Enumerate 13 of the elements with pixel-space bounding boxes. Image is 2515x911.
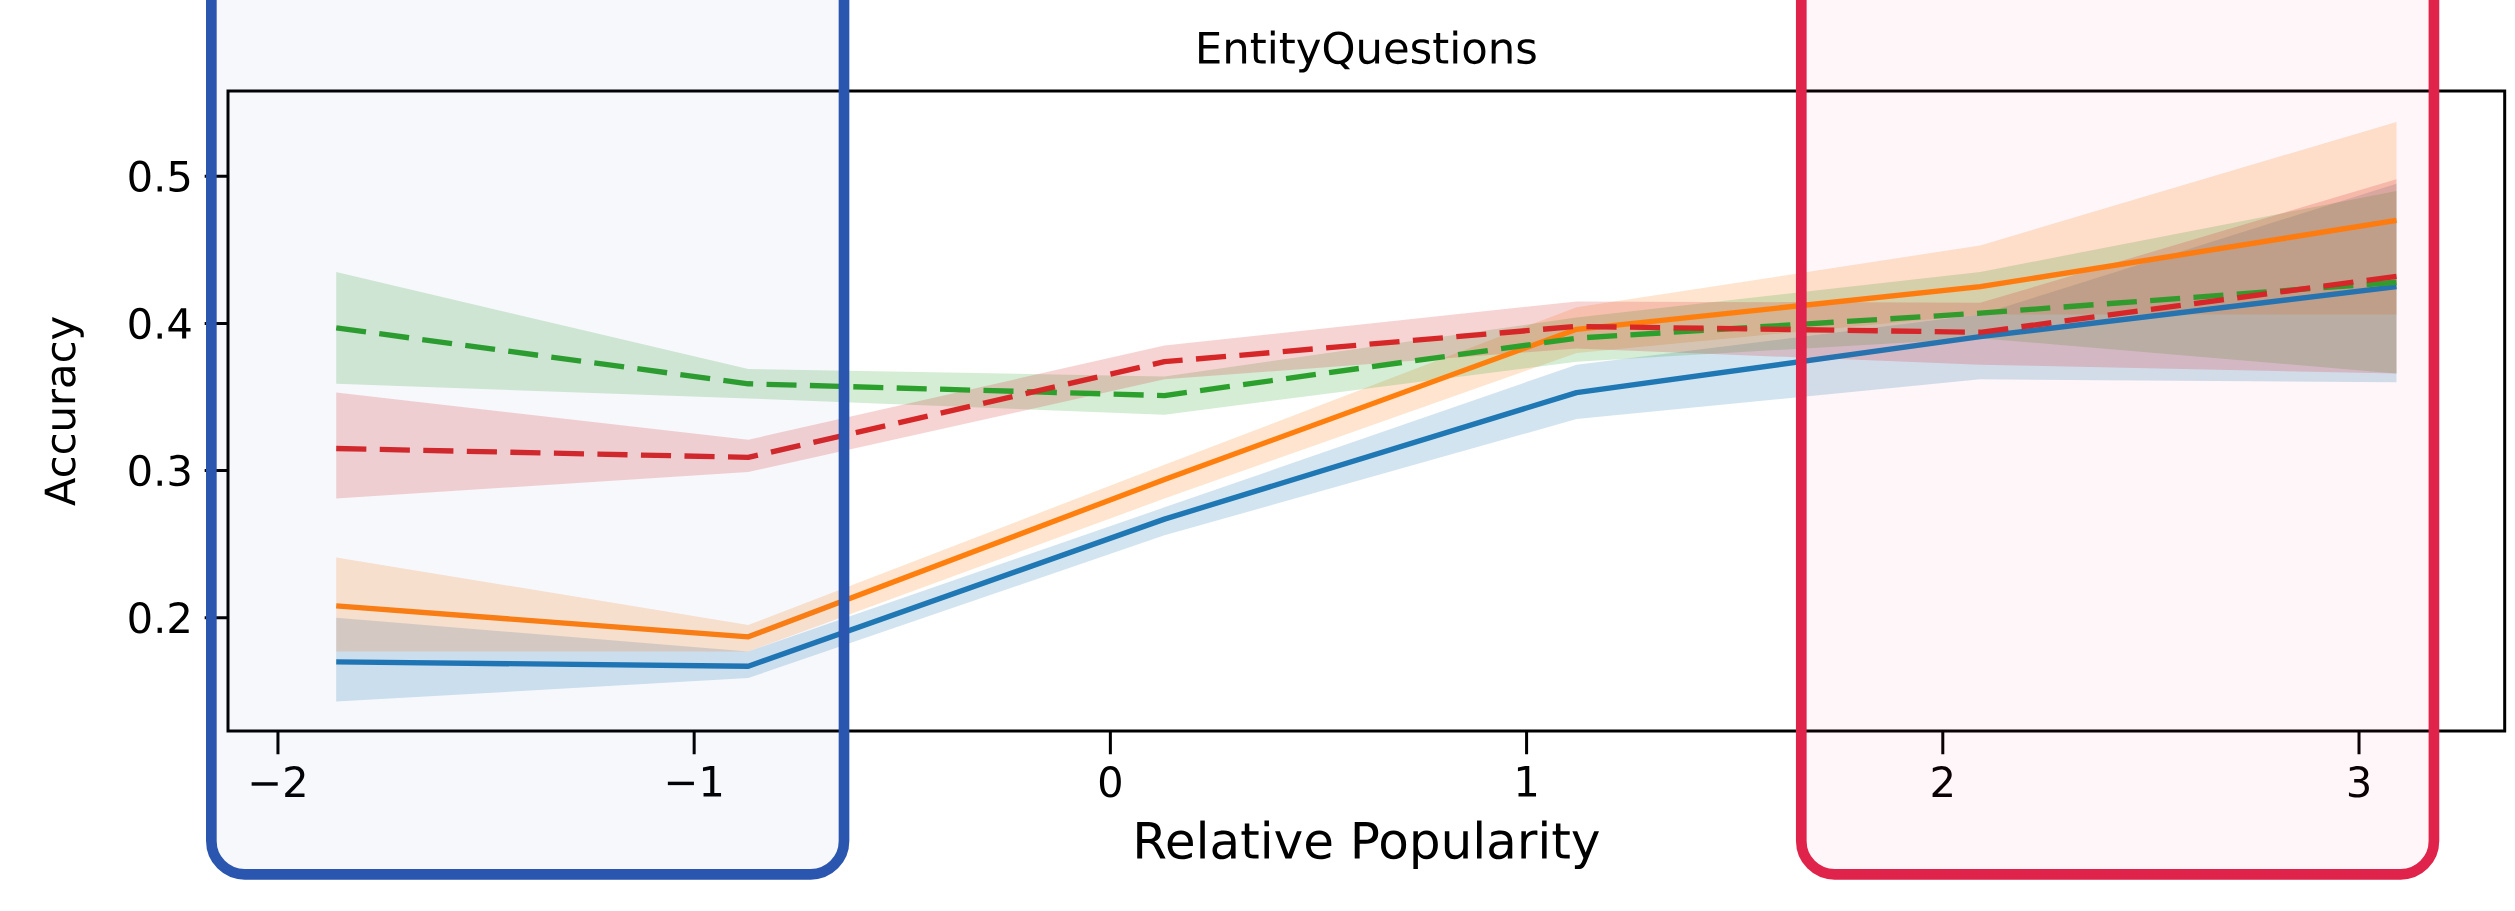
x-tick-label: 2 [1932, 766, 1952, 798]
x-tick-label: −2 [251, 766, 305, 798]
y-tick-label: 0.2 [129, 601, 189, 634]
chart-title: EntityQuestions [1199, 30, 1536, 73]
x-axis-title: Relative Popularity [1137, 820, 1599, 869]
y-tick-label: 0.3 [129, 454, 190, 487]
x-tick-label: 1 [1517, 766, 1537, 797]
y-tick-label: 0.4 [129, 307, 191, 340]
x-tick-label: 3 [2348, 766, 2369, 798]
x-tick-label: 0 [1099, 766, 1121, 798]
y-axis-title: Accuracy [44, 317, 84, 506]
y-tick-label: 0.5 [129, 160, 190, 193]
x-tick-label: −1 [667, 766, 722, 797]
